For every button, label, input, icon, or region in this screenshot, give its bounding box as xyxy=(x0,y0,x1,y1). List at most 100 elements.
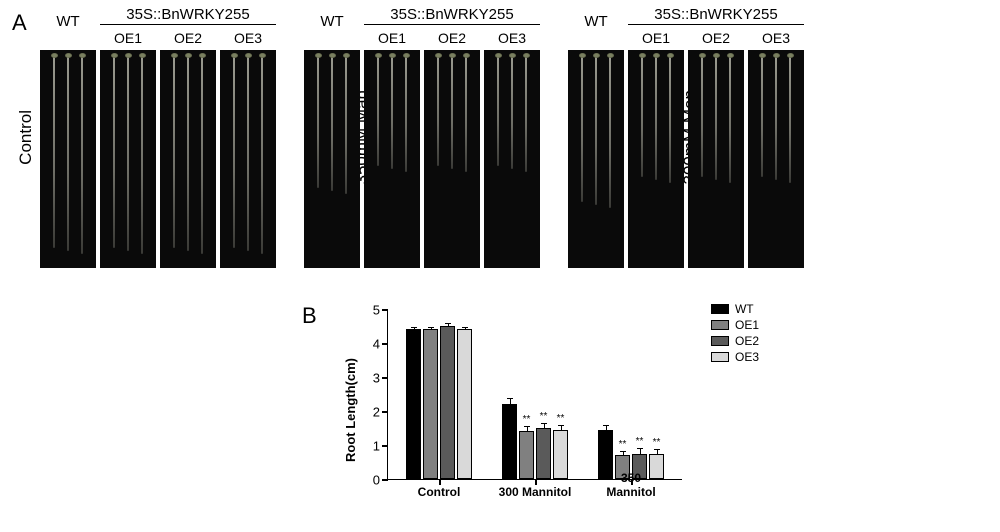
y-tick xyxy=(382,309,388,311)
figure-container: A Control 350mM Man 300mM Man WT35S::BnW… xyxy=(0,0,1000,532)
cotyledon xyxy=(579,53,586,58)
cotyledon xyxy=(375,53,382,58)
seedling xyxy=(331,56,333,191)
seedling xyxy=(377,56,379,166)
cotyledon xyxy=(315,53,322,58)
y-tick-label: 2 xyxy=(366,405,380,420)
seedling xyxy=(141,56,143,254)
legend-row: OE2 xyxy=(711,334,759,348)
wt-header-label: WT xyxy=(40,13,96,30)
cotyledon xyxy=(773,53,780,58)
cotyledon xyxy=(343,53,350,58)
seedling xyxy=(451,56,453,169)
column-label xyxy=(40,30,96,48)
column-label: OE3 xyxy=(484,30,540,48)
seedling xyxy=(261,56,263,254)
error-cap xyxy=(558,425,564,426)
x-category-label: 300 Mannitol xyxy=(499,485,572,499)
cotyledon xyxy=(667,53,674,58)
error-cap xyxy=(620,451,626,452)
error-cap xyxy=(637,448,643,449)
seedling xyxy=(715,56,717,180)
cotyledon xyxy=(593,53,600,58)
seedling xyxy=(127,56,129,251)
seedling xyxy=(437,56,439,166)
seedling xyxy=(729,56,731,183)
plate xyxy=(160,50,216,268)
legend-swatch xyxy=(711,320,729,330)
column-label: OE1 xyxy=(100,30,156,48)
cotyledon xyxy=(713,53,720,58)
y-axis-label: Root Length(cm) xyxy=(343,358,358,462)
column-label: OE2 xyxy=(424,30,480,48)
error-cap xyxy=(654,449,660,450)
plates-row xyxy=(40,50,276,268)
superlabel: 35S::BnWRKY255 xyxy=(364,6,540,25)
bar xyxy=(440,326,455,479)
legend-label: OE1 xyxy=(735,318,759,332)
error-bar xyxy=(510,399,511,404)
cotyledon xyxy=(111,53,118,58)
vertical-label-control: Control xyxy=(16,110,36,165)
legend-row: OE1 xyxy=(711,318,759,332)
bar xyxy=(502,404,517,479)
error-bar xyxy=(431,328,432,330)
seedling xyxy=(511,56,513,169)
plate xyxy=(748,50,804,268)
seedling xyxy=(525,56,527,172)
seedling xyxy=(391,56,393,169)
cotyledon xyxy=(185,53,192,58)
error-cap xyxy=(462,327,468,328)
y-tick-label: 5 xyxy=(366,303,380,318)
cotyledon xyxy=(463,53,470,58)
cotyledon xyxy=(787,53,794,58)
bar xyxy=(423,329,438,479)
seedling xyxy=(581,56,583,202)
seedling xyxy=(641,56,643,177)
legend-label: OE3 xyxy=(735,350,759,364)
legend-swatch xyxy=(711,304,729,314)
column-label: OE3 xyxy=(220,30,276,48)
legend-label: WT xyxy=(735,302,754,316)
cotyledon xyxy=(495,53,502,58)
legend-swatch xyxy=(711,352,729,362)
cotyledon xyxy=(607,53,614,58)
y-tick-label: 4 xyxy=(366,337,380,352)
error-bar xyxy=(640,449,641,453)
seedling xyxy=(81,56,83,254)
plates-row xyxy=(568,50,804,268)
bar xyxy=(519,431,534,479)
panel-a-label: A xyxy=(12,10,27,36)
significance-marker: ** xyxy=(557,413,565,424)
error-bar xyxy=(544,424,545,428)
bar xyxy=(553,430,568,479)
cotyledon xyxy=(653,53,660,58)
cotyledon xyxy=(389,53,396,58)
sub-header-row: OE1OE2OE3 xyxy=(568,30,804,48)
column-label xyxy=(568,30,624,48)
legend-swatch xyxy=(711,336,729,346)
legend-row: WT xyxy=(711,302,759,316)
seedling xyxy=(173,56,175,248)
cotyledon xyxy=(171,53,178,58)
chart-area: 012345Control******300 Mannitol******350… xyxy=(387,310,682,480)
plate xyxy=(304,50,360,268)
y-tick xyxy=(382,377,388,379)
seedling xyxy=(317,56,319,188)
significance-marker: ** xyxy=(636,436,644,447)
y-tick xyxy=(382,445,388,447)
seedling xyxy=(187,56,189,251)
cotyledon xyxy=(125,53,132,58)
cotyledon xyxy=(51,53,58,58)
header-row: WT35S::BnWRKY255 xyxy=(304,8,540,30)
plate xyxy=(628,50,684,268)
error-bar xyxy=(465,328,466,330)
seedling xyxy=(53,56,55,248)
cotyledon xyxy=(523,53,530,58)
seedling xyxy=(201,56,203,254)
column-label: OE1 xyxy=(628,30,684,48)
seedling xyxy=(345,56,347,194)
panel-a-group: WT35S::BnWRKY255OE1OE2OE3 xyxy=(40,8,276,288)
column-label: OE3 xyxy=(748,30,804,48)
error-cap xyxy=(411,327,417,328)
